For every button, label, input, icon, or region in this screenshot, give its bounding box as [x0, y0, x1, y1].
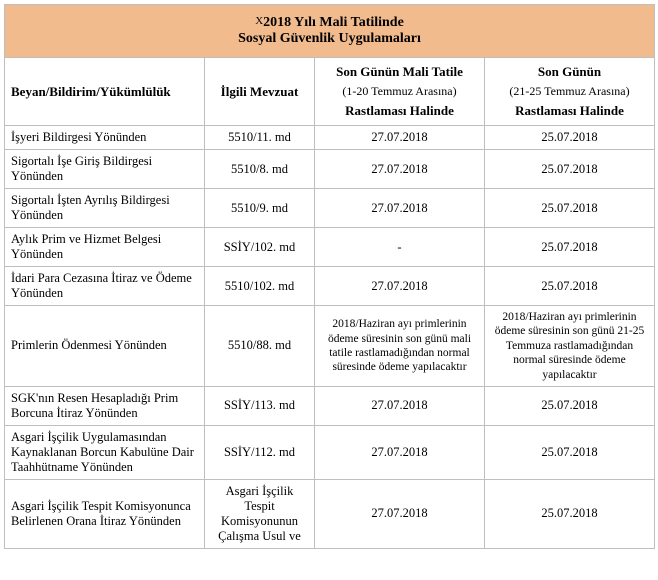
title-line2: Sosyal Güvenlik Uygulamaları	[238, 31, 421, 46]
table-row: Sigortalı İşe Giriş Bildirgesi Yönünden5…	[5, 150, 655, 189]
cell-c3: 27.07.2018	[315, 386, 485, 425]
sgk-table: X2018 Yılı Mali Tatilinde Sosyal Güvenli…	[4, 4, 655, 549]
table-row: Aylık Prim ve Hizmet Belgesi YönündenSSİ…	[5, 228, 655, 267]
cell-c4: 25.07.2018	[485, 479, 655, 548]
header-c4-sub2: Rastlaması Halinde	[515, 103, 624, 118]
cell-c1: Primlerin Ödenmesi Yönünden	[5, 306, 205, 387]
title-row: X2018 Yılı Mali Tatilinde Sosyal Güvenli…	[5, 5, 655, 58]
cell-c4: 25.07.2018	[485, 189, 655, 228]
cell-c3: -	[315, 228, 485, 267]
cell-c4: 2018/Haziran ayı primlerinin ödeme süres…	[485, 306, 655, 387]
header-c4-main: Son Günün	[538, 64, 601, 79]
cell-c2: 5510/102. md	[205, 267, 315, 306]
cell-c1: Aylık Prim ve Hizmet Belgesi Yönünden	[5, 228, 205, 267]
cell-c4: 25.07.2018	[485, 150, 655, 189]
cell-c4: 25.07.2018	[485, 267, 655, 306]
cell-c3: 27.07.2018	[315, 150, 485, 189]
title-line1: 2018 Yılı Mali Tatilinde	[263, 15, 404, 30]
cell-c2: SSİY/113. md	[205, 386, 315, 425]
cell-c3: 2018/Haziran ayı primlerinin ödeme süres…	[315, 306, 485, 387]
cell-c3: 27.07.2018	[315, 267, 485, 306]
table-row: Asgari İşçilik Tespit Komisyonunca Belir…	[5, 479, 655, 548]
cell-c1: İşyeri Bildirgesi Yönünden	[5, 126, 205, 150]
cell-c4: 25.07.2018	[485, 386, 655, 425]
title-prefix: X	[255, 15, 263, 27]
cell-c3: 27.07.2018	[315, 189, 485, 228]
table-row: Primlerin Ödenmesi Yönünden5510/88. md20…	[5, 306, 655, 387]
header-c3: Son Günün Mali Tatile (1-20 Temmuz Arası…	[315, 58, 485, 126]
cell-c3: 27.07.2018	[315, 479, 485, 548]
header-c1: Beyan/Bildirim/Yükümlülük	[5, 58, 205, 126]
cell-c1: Sigortalı İşe Giriş Bildirgesi Yönünden	[5, 150, 205, 189]
table-title: X2018 Yılı Mali Tatilinde Sosyal Güvenli…	[5, 5, 655, 58]
cell-c2: 5510/8. md	[205, 150, 315, 189]
table-row: İşyeri Bildirgesi Yönünden5510/11. md27.…	[5, 126, 655, 150]
header-row: Beyan/Bildirim/Yükümlülük İlgili Mevzuat…	[5, 58, 655, 126]
table-row: İdari Para Cezasına İtiraz ve Ödeme Yönü…	[5, 267, 655, 306]
cell-c1: İdari Para Cezasına İtiraz ve Ödeme Yönü…	[5, 267, 205, 306]
header-c3-sub2: Rastlaması Halinde	[345, 103, 454, 118]
cell-c1: Asgari İşçilik Uygulamasından Kaynaklana…	[5, 425, 205, 479]
cell-c2: 5510/11. md	[205, 126, 315, 150]
header-c3-sub: (1-20 Temmuz Arasına)	[321, 84, 478, 99]
cell-c4: 25.07.2018	[485, 126, 655, 150]
cell-c1: Sigortalı İşten Ayrılış Bildirgesi Yönün…	[5, 189, 205, 228]
cell-c2: 5510/88. md	[205, 306, 315, 387]
header-c2: İlgili Mevzuat	[205, 58, 315, 126]
cell-c2: SSİY/102. md	[205, 228, 315, 267]
table-row: SGK'nın Resen Hesapladığı Prim Borcuna İ…	[5, 386, 655, 425]
cell-c2: Asgari İşçilik Tespit Komisyonunun Çalış…	[205, 479, 315, 548]
table-row: Sigortalı İşten Ayrılış Bildirgesi Yönün…	[5, 189, 655, 228]
cell-c4: 25.07.2018	[485, 425, 655, 479]
cell-c1: SGK'nın Resen Hesapladığı Prim Borcuna İ…	[5, 386, 205, 425]
cell-c2: 5510/9. md	[205, 189, 315, 228]
cell-c3: 27.07.2018	[315, 425, 485, 479]
cell-c1: Asgari İşçilik Tespit Komisyonunca Belir…	[5, 479, 205, 548]
header-c4-sub: (21-25 Temmuz Arasına)	[491, 84, 648, 99]
table-row: Asgari İşçilik Uygulamasından Kaynaklana…	[5, 425, 655, 479]
header-c4: Son Günün (21-25 Temmuz Arasına) Rastlam…	[485, 58, 655, 126]
header-c3-main: Son Günün Mali Tatile	[336, 64, 463, 79]
cell-c4: 25.07.2018	[485, 228, 655, 267]
cell-c2: SSİY/112. md	[205, 425, 315, 479]
cell-c3: 27.07.2018	[315, 126, 485, 150]
